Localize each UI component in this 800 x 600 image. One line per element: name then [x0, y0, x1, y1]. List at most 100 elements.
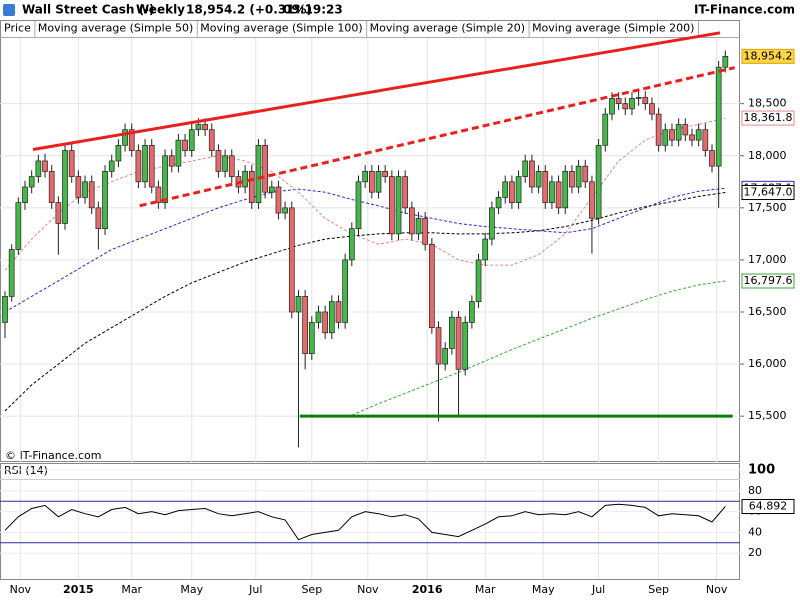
candle-body — [262, 144, 268, 193]
candle-body — [62, 150, 68, 224]
candle-body — [615, 98, 622, 105]
candle-body — [115, 144, 122, 162]
candle-body — [509, 181, 515, 203]
x-tick-label: Jul — [591, 583, 605, 596]
candle-body — [88, 181, 95, 209]
value-tag-label: 16,797.6 — [744, 274, 793, 287]
candle-body — [368, 171, 375, 193]
candle-body — [302, 296, 308, 355]
candle-body — [28, 176, 35, 188]
candle-body — [502, 181, 509, 198]
candle-body — [555, 181, 562, 209]
candle-body — [75, 176, 82, 198]
candle-body — [649, 103, 655, 115]
candle-body — [542, 171, 549, 203]
value-tag-label: 64.892 — [749, 500, 788, 513]
rsi-tick-label: 100 — [748, 463, 775, 478]
y-tick-label: 17,000 — [748, 253, 787, 266]
candle-body — [108, 160, 115, 172]
x-tick-label: May — [532, 583, 555, 596]
candle-body — [155, 186, 162, 203]
value-tag — [741, 110, 795, 126]
candle-body — [722, 56, 729, 68]
candle-body — [522, 160, 529, 177]
candle-body — [375, 171, 382, 193]
candle-body — [429, 243, 435, 328]
candle-body — [569, 171, 575, 188]
candle-body — [388, 176, 395, 235]
candle-body — [655, 113, 662, 146]
rsi-tick-label: 20 — [748, 546, 762, 559]
symbol: Wall Street Cash (-) — [22, 3, 155, 17]
legend-entry: Price — [4, 22, 31, 35]
candle-body — [315, 311, 322, 323]
candle-body — [268, 186, 275, 193]
x-tick-label: Nov — [10, 583, 32, 596]
moving-average — [4, 192, 726, 412]
candle-body — [515, 176, 522, 203]
x-tick-label: 2015 — [63, 583, 94, 596]
candle-body — [195, 124, 202, 131]
candle-body — [15, 202, 22, 250]
candle-body — [288, 207, 295, 313]
candle-body — [102, 171, 108, 230]
last-price: 18,954.2 (+0.31%) — [186, 3, 312, 17]
candle-body — [675, 124, 682, 141]
moving-average — [4, 117, 726, 271]
y-tick-label: 15,500 — [748, 409, 787, 422]
candle-body — [602, 113, 609, 146]
candle-body — [669, 129, 675, 141]
candle-body — [328, 301, 335, 334]
candle-body — [135, 150, 142, 183]
candle-body — [82, 181, 88, 198]
candle-body — [409, 207, 415, 235]
candle-body — [455, 316, 462, 370]
candle-body — [148, 144, 155, 188]
candle-body — [248, 171, 255, 203]
time: 09:19:23 — [283, 3, 343, 17]
candle-body — [295, 296, 302, 313]
candle-body — [709, 150, 715, 167]
candle-body — [182, 139, 188, 151]
candle-body — [282, 207, 288, 214]
y-tick-label: 17,500 — [748, 201, 787, 214]
x-tick-label: 2016 — [412, 583, 443, 596]
x-tick-label: Sep — [301, 583, 322, 596]
candle-body — [622, 103, 629, 110]
candle-body — [462, 322, 469, 370]
value-tag-label: 18,361.8 — [744, 111, 793, 124]
candle-body — [128, 129, 135, 151]
candle-body — [489, 207, 495, 240]
candle-body — [449, 316, 455, 349]
candle-body — [68, 150, 75, 177]
value-tag — [741, 48, 795, 64]
candle-body — [595, 144, 602, 219]
brand: IT-Finance.com — [694, 3, 795, 17]
candle-body — [689, 134, 695, 141]
candle-body — [255, 144, 262, 203]
candle-body — [609, 98, 615, 115]
candle-body — [535, 171, 542, 188]
legend-entry: Moving average (Simple 100) — [200, 22, 362, 35]
moving-average — [351, 280, 726, 416]
candle-body — [715, 66, 722, 167]
trendline — [139, 66, 736, 208]
candle-body — [122, 129, 128, 146]
moving-average — [4, 187, 726, 313]
candle-body — [422, 217, 429, 245]
x-tick-label: Sep — [648, 583, 669, 596]
candle-body — [629, 98, 635, 110]
candle-body — [42, 160, 48, 172]
candle-body — [402, 176, 409, 209]
candle-body — [575, 165, 582, 188]
candle-body — [475, 259, 482, 302]
candle-body — [168, 155, 175, 167]
rsi-tick-label: 80 — [748, 484, 762, 497]
y-tick-label: 16,500 — [748, 305, 787, 318]
candle-body — [188, 129, 195, 151]
rsi-panel — [0, 463, 740, 580]
candle-body — [442, 348, 449, 365]
value-tag-label: 18,954.2 — [744, 49, 793, 62]
candle-body — [642, 97, 649, 105]
